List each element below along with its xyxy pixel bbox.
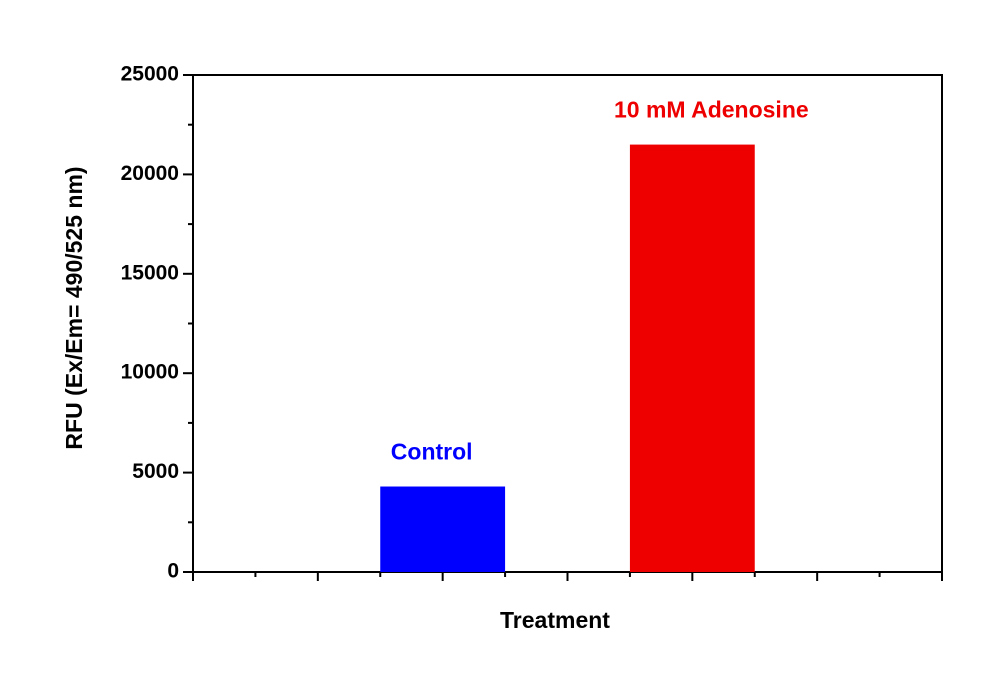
y-tick-label: 15000 [121,261,179,284]
bar [380,486,506,572]
bar [629,144,755,572]
y-tick-label: 10000 [121,361,179,384]
y-axis-title: RFU (Ex/Em= 490/525 nm) [61,166,87,449]
y-tick-label: 0 [167,560,179,583]
y-tick-label: 25000 [121,63,179,86]
x-axis-title: Treatment [500,607,610,633]
y-tick-label: 20000 [121,162,179,185]
category-label: Control [391,439,473,465]
plot-frame [192,74,943,573]
y-tick-label: 5000 [132,460,179,483]
category-label: 10 mM Adenosine [614,97,809,123]
